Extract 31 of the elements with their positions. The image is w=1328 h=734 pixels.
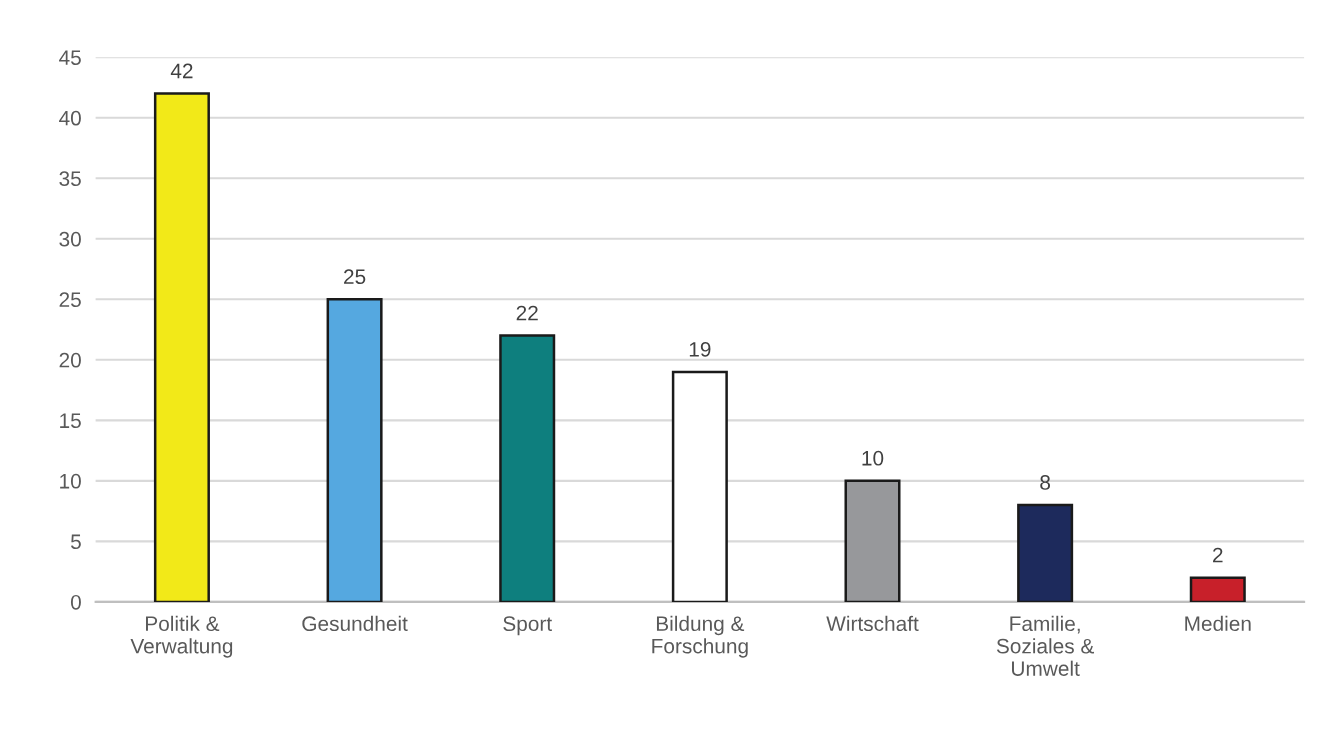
bar — [326, 298, 383, 602]
y-tick-label: 35 — [59, 171, 81, 187]
data-label: 42 — [170, 63, 193, 79]
bar — [671, 370, 728, 602]
y-tick-label: 25 — [59, 292, 81, 308]
x-tick-label: Bildung & Forschung — [652, 615, 748, 658]
x-tick-label: Sport — [503, 616, 552, 636]
y-tick-label: 30 — [59, 231, 81, 247]
data-label: 19 — [689, 341, 711, 357]
bar — [153, 92, 210, 602]
y-tick-label: 0 — [70, 594, 81, 610]
data-label: 22 — [516, 305, 538, 321]
y-tick-label: 10 — [60, 473, 81, 489]
bar — [1189, 576, 1246, 602]
x-tick-label: Politik & Verwaltung — [130, 615, 233, 658]
x-tick-label: Gesundheit — [302, 615, 408, 632]
data-label: 25 — [344, 269, 366, 285]
y-tick-label: 40 — [59, 110, 81, 126]
bar — [1017, 503, 1074, 602]
x-tick-label: Medien — [1185, 615, 1251, 632]
bar — [844, 479, 901, 602]
data-label: 10 — [862, 450, 884, 466]
y-tick-label: 20 — [59, 352, 81, 368]
y-tick-label: 45 — [59, 50, 81, 66]
x-tick-label: Wirtschaft — [826, 615, 919, 632]
y-tick-label: 5 — [70, 534, 81, 550]
y-tick-label: 15 — [60, 413, 81, 429]
data-label: 8 — [1040, 475, 1051, 490]
x-tick-label: Familie, Soziales & Umwelt — [996, 615, 1095, 676]
data-label: 2 — [1213, 547, 1223, 563]
bar — [499, 334, 556, 602]
